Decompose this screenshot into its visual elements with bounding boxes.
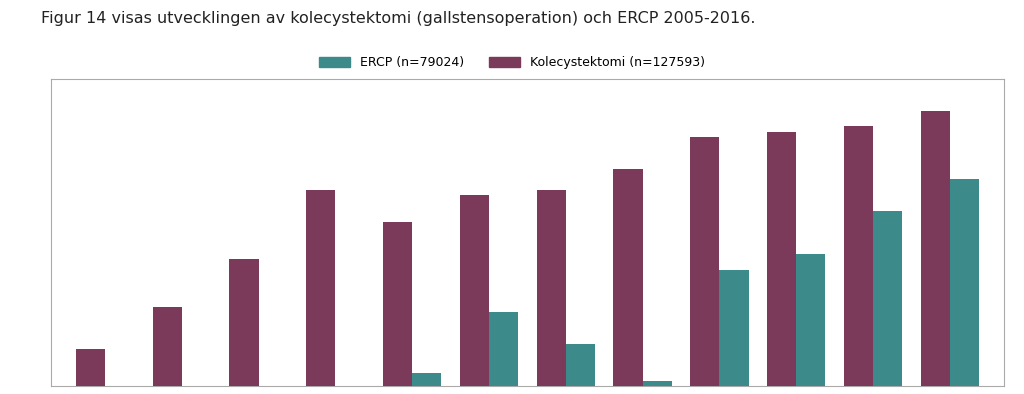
Bar xyxy=(643,381,672,386)
Bar xyxy=(690,137,719,386)
Bar xyxy=(950,180,979,386)
Bar xyxy=(767,132,797,386)
Bar xyxy=(229,259,259,386)
Bar xyxy=(460,195,488,386)
Bar xyxy=(613,169,643,386)
Bar xyxy=(383,222,413,386)
Bar xyxy=(537,190,565,386)
Bar xyxy=(153,307,182,386)
Bar xyxy=(306,190,336,386)
Text: Figur 14 visas utvecklingen av kolecystektomi (gallstensoperation) och ERCP 2005: Figur 14 visas utvecklingen av kolecyste… xyxy=(41,11,756,26)
Bar xyxy=(844,126,873,386)
Bar xyxy=(566,344,595,386)
Legend: ERCP (n=79024), Kolecystektomi (n=127593): ERCP (n=79024), Kolecystektomi (n=127593… xyxy=(316,54,708,72)
Bar xyxy=(797,254,825,386)
Bar xyxy=(489,312,518,386)
Bar xyxy=(76,349,105,386)
Bar xyxy=(413,374,441,386)
Bar xyxy=(873,211,902,386)
Bar xyxy=(921,111,950,386)
Bar xyxy=(719,269,749,386)
